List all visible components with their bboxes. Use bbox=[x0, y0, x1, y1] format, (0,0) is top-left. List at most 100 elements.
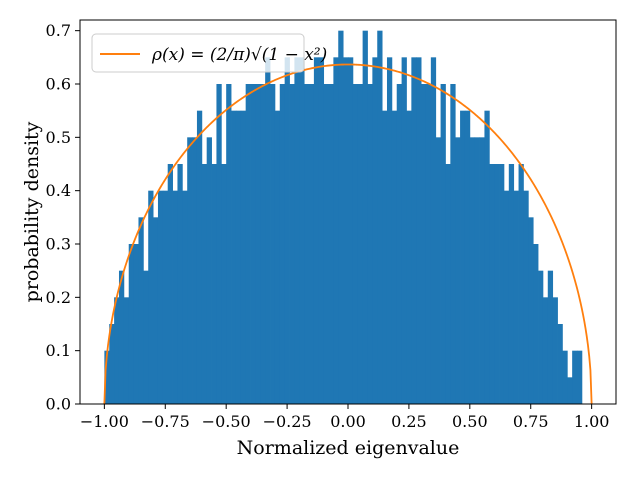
histogram-bar bbox=[114, 297, 120, 404]
histogram-bar bbox=[382, 110, 388, 405]
histogram-bar bbox=[138, 217, 144, 404]
histogram-bar bbox=[577, 350, 583, 404]
histogram-bar bbox=[192, 137, 198, 404]
histogram-bar bbox=[279, 84, 286, 404]
histogram-bar bbox=[567, 377, 573, 404]
histogram-bar bbox=[187, 137, 193, 404]
x-tick-label: 0.50 bbox=[452, 412, 488, 431]
histogram-bar bbox=[153, 217, 159, 404]
histogram-bar bbox=[386, 57, 393, 404]
histogram-bar bbox=[464, 110, 471, 405]
x-tick-label: 1.00 bbox=[574, 412, 610, 431]
y-axis-label: probability density bbox=[21, 121, 43, 302]
x-tick-label: −0.50 bbox=[202, 412, 251, 431]
histogram-bar bbox=[421, 84, 427, 404]
histogram-bar bbox=[455, 137, 461, 404]
histogram-bar bbox=[211, 164, 217, 404]
histogram-bar bbox=[201, 164, 208, 404]
legend-label: ρ(x) = (2/π)√(1 − x²) bbox=[151, 45, 327, 65]
histogram-bar bbox=[474, 137, 480, 404]
histogram-bar bbox=[216, 84, 222, 404]
histogram-bar bbox=[260, 84, 266, 404]
x-tick-label: −0.75 bbox=[141, 412, 190, 431]
y-axis-ticks: 0.0 0.1 0.2 0.3 0.4 0.5 0.6 0.7 bbox=[46, 21, 80, 414]
histogram-bar bbox=[518, 164, 524, 404]
histogram-bar bbox=[304, 84, 310, 404]
histogram-bar bbox=[460, 110, 466, 405]
histogram-bar bbox=[435, 137, 441, 404]
x-axis-label: Normalized eigenvalue bbox=[237, 437, 460, 459]
histogram-bar bbox=[416, 57, 422, 404]
histogram-bar bbox=[572, 350, 578, 404]
histogram-bar bbox=[494, 164, 500, 404]
histogram-bar bbox=[357, 84, 364, 404]
x-axis-ticks: −1.00 −0.75 −0.50 −0.25 0.00 0.25 0.50 0.75 1.00 bbox=[80, 404, 610, 431]
legend: ρ(x) = (2/π)√(1 − x²) bbox=[91, 33, 327, 73]
histogram-bar bbox=[167, 164, 173, 404]
histogram-bar bbox=[265, 57, 271, 404]
histogram-bar bbox=[440, 84, 446, 404]
x-tick-label: 0.00 bbox=[330, 412, 366, 431]
legend-box bbox=[91, 33, 305, 73]
histogram-bar bbox=[362, 30, 368, 404]
histogram-bar bbox=[250, 84, 256, 404]
histogram-bar bbox=[508, 164, 515, 404]
histogram-bar bbox=[391, 110, 398, 405]
histogram-bar bbox=[411, 57, 417, 404]
histogram-bar bbox=[255, 84, 261, 404]
histogram-bar bbox=[547, 270, 554, 404]
histogram-bar bbox=[513, 190, 519, 404]
histogram-bar bbox=[177, 164, 183, 404]
histogram-bar bbox=[118, 270, 125, 404]
histogram-bar bbox=[333, 57, 339, 404]
y-tick-label: 0.0 bbox=[46, 395, 71, 414]
histogram-bar bbox=[538, 270, 544, 404]
histogram-bar bbox=[503, 190, 510, 404]
histogram-bar bbox=[425, 84, 432, 404]
histogram-bar bbox=[157, 190, 164, 404]
histogram-bar bbox=[484, 110, 490, 405]
y-tick-label: 0.3 bbox=[46, 235, 71, 254]
histogram-bar bbox=[162, 190, 169, 404]
histogram-bar bbox=[401, 57, 407, 404]
histogram-bar bbox=[533, 244, 539, 404]
x-tick-label: 0.75 bbox=[513, 412, 549, 431]
histogram-bar bbox=[133, 244, 139, 404]
histogram-bar bbox=[143, 270, 149, 404]
histogram-bar bbox=[270, 84, 276, 404]
histogram-bar bbox=[528, 217, 534, 404]
curve-layer bbox=[103, 63, 593, 405]
histogram-bar bbox=[372, 57, 378, 404]
semicircle-curve bbox=[103, 63, 593, 405]
histogram-bar bbox=[450, 84, 456, 404]
histogram-bar bbox=[148, 190, 154, 404]
histogram-bar bbox=[469, 137, 476, 404]
histogram-bar bbox=[196, 110, 203, 405]
histogram-bar bbox=[479, 137, 485, 404]
histogram-bar bbox=[240, 110, 247, 405]
y-tick-label: 0.1 bbox=[46, 341, 71, 360]
histogram-bar bbox=[318, 57, 325, 404]
histogram-bar bbox=[367, 84, 373, 404]
histogram-bar bbox=[274, 110, 281, 405]
y-tick-label: 0.5 bbox=[46, 128, 71, 147]
histogram-bar bbox=[309, 84, 315, 404]
histogram-bar bbox=[235, 110, 242, 405]
histogram-bar bbox=[523, 190, 529, 404]
histogram-bar bbox=[323, 84, 329, 404]
x-tick-label: 0.25 bbox=[391, 412, 427, 431]
histogram-bar bbox=[206, 137, 212, 404]
x-tick-label: −1.00 bbox=[80, 412, 129, 431]
histogram-bar bbox=[396, 84, 402, 404]
histogram-bar bbox=[377, 30, 383, 404]
y-tick-label: 0.6 bbox=[46, 75, 71, 94]
histogram-bar bbox=[123, 297, 130, 404]
y-tick-label: 0.4 bbox=[46, 181, 71, 200]
histogram-bar bbox=[231, 110, 237, 405]
histogram-bar bbox=[226, 84, 232, 404]
histogram-bar bbox=[445, 164, 451, 404]
histogram-bar bbox=[430, 57, 437, 404]
histogram-bar bbox=[348, 57, 354, 404]
histogram-bar bbox=[406, 110, 412, 405]
